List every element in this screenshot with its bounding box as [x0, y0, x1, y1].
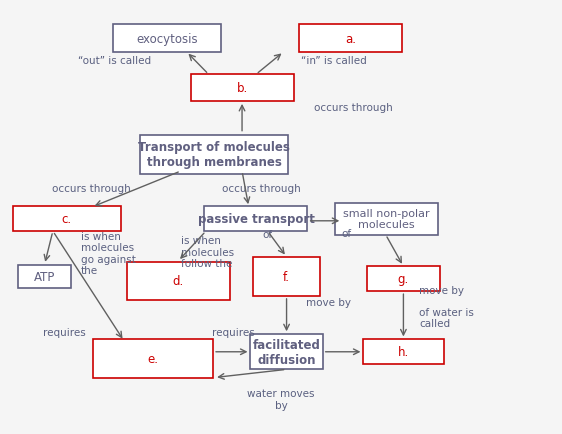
Text: f.: f.: [283, 270, 290, 283]
Text: “out” is called: “out” is called: [78, 56, 151, 66]
Text: h.: h.: [398, 345, 409, 358]
FancyBboxPatch shape: [191, 75, 293, 102]
Text: of: of: [341, 228, 351, 238]
FancyBboxPatch shape: [367, 267, 439, 292]
FancyBboxPatch shape: [93, 339, 213, 378]
Text: occurs through: occurs through: [52, 183, 131, 193]
FancyBboxPatch shape: [205, 207, 307, 232]
FancyBboxPatch shape: [363, 339, 444, 365]
Text: of water is
called: of water is called: [419, 307, 474, 329]
Text: b.: b.: [237, 82, 248, 95]
FancyBboxPatch shape: [140, 135, 288, 174]
Text: a.: a.: [345, 33, 356, 46]
Text: e.: e.: [147, 352, 158, 365]
Text: Transport of molecules
through membranes: Transport of molecules through membranes: [138, 141, 290, 169]
Text: d.: d.: [173, 275, 184, 288]
Text: passive transport: passive transport: [197, 213, 314, 226]
Text: requires: requires: [212, 327, 255, 337]
Text: facilitated
diffusion: facilitated diffusion: [253, 338, 320, 366]
FancyBboxPatch shape: [251, 335, 323, 369]
Text: move by: move by: [419, 286, 464, 296]
FancyBboxPatch shape: [299, 25, 402, 53]
FancyBboxPatch shape: [253, 258, 320, 296]
Text: occurs through: occurs through: [222, 183, 301, 193]
Text: small non-polar
molecules: small non-polar molecules: [343, 208, 430, 230]
FancyBboxPatch shape: [336, 203, 438, 235]
Text: occurs through: occurs through: [314, 103, 393, 113]
FancyBboxPatch shape: [112, 25, 221, 53]
Text: water moves
by: water moves by: [247, 388, 315, 410]
FancyBboxPatch shape: [18, 265, 71, 289]
Text: c.: c.: [62, 213, 72, 226]
Text: ATP: ATP: [34, 270, 55, 283]
Text: is when
molecules
follow the: is when molecules follow the: [181, 236, 234, 269]
Text: move by: move by: [306, 298, 351, 308]
FancyBboxPatch shape: [126, 262, 229, 301]
Text: g.: g.: [398, 273, 409, 286]
FancyBboxPatch shape: [12, 207, 121, 232]
Text: “in” is called: “in” is called: [301, 56, 367, 66]
Text: requires: requires: [43, 327, 85, 337]
Text: exocytosis: exocytosis: [136, 33, 198, 46]
Text: is when
molecules
go against
the: is when molecules go against the: [81, 231, 135, 276]
Text: of: of: [262, 229, 273, 239]
